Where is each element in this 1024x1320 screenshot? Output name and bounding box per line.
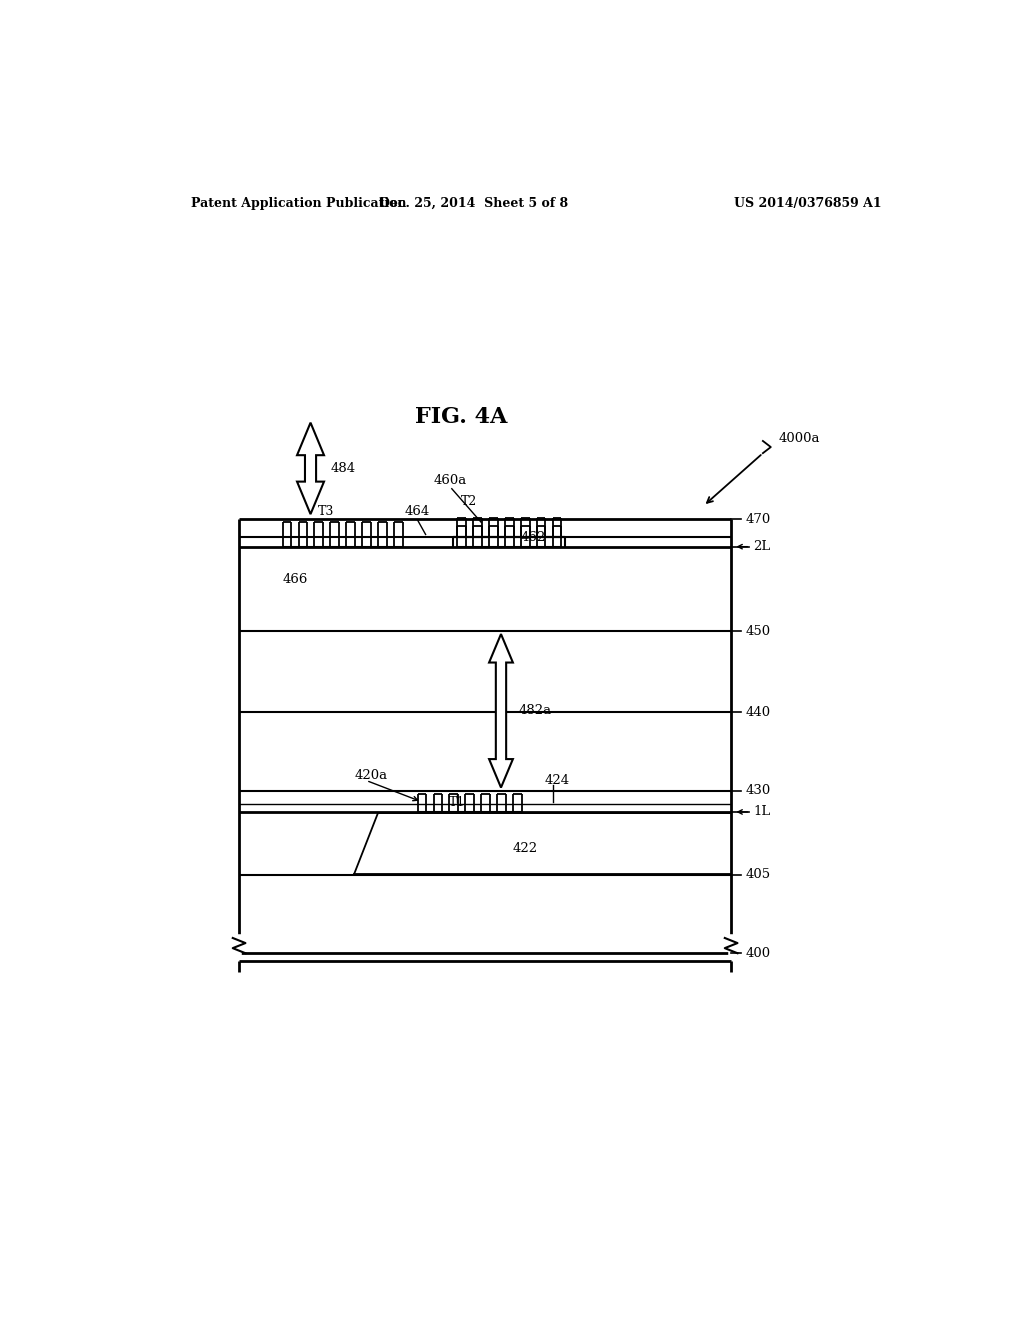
Text: T1: T1 [450, 796, 466, 809]
Text: 460a: 460a [433, 474, 467, 487]
Text: 484: 484 [331, 462, 355, 475]
Text: 482a: 482a [518, 705, 552, 717]
Polygon shape [489, 634, 513, 788]
Text: 462: 462 [521, 531, 546, 544]
Text: 420a: 420a [354, 768, 387, 781]
Text: 400: 400 [745, 946, 770, 960]
Text: 4000a: 4000a [778, 432, 820, 445]
Text: 1L: 1L [754, 805, 771, 818]
Text: 450: 450 [745, 624, 770, 638]
Text: 422: 422 [512, 842, 538, 855]
Text: Dec. 25, 2014  Sheet 5 of 8: Dec. 25, 2014 Sheet 5 of 8 [379, 197, 567, 210]
Text: T2: T2 [461, 495, 477, 508]
Text: 405: 405 [745, 869, 770, 882]
Text: T3: T3 [318, 506, 335, 519]
Text: Patent Application Publication: Patent Application Publication [191, 197, 407, 210]
Text: 470: 470 [745, 512, 771, 525]
Text: 440: 440 [745, 706, 770, 719]
Text: 464: 464 [406, 506, 430, 519]
Text: 424: 424 [545, 774, 569, 787]
Text: 430: 430 [745, 784, 771, 797]
Text: US 2014/0376859 A1: US 2014/0376859 A1 [734, 197, 882, 210]
Polygon shape [297, 422, 324, 515]
Text: FIG. 4A: FIG. 4A [415, 405, 508, 428]
Text: 2L: 2L [754, 540, 771, 553]
Text: 466: 466 [283, 573, 308, 586]
